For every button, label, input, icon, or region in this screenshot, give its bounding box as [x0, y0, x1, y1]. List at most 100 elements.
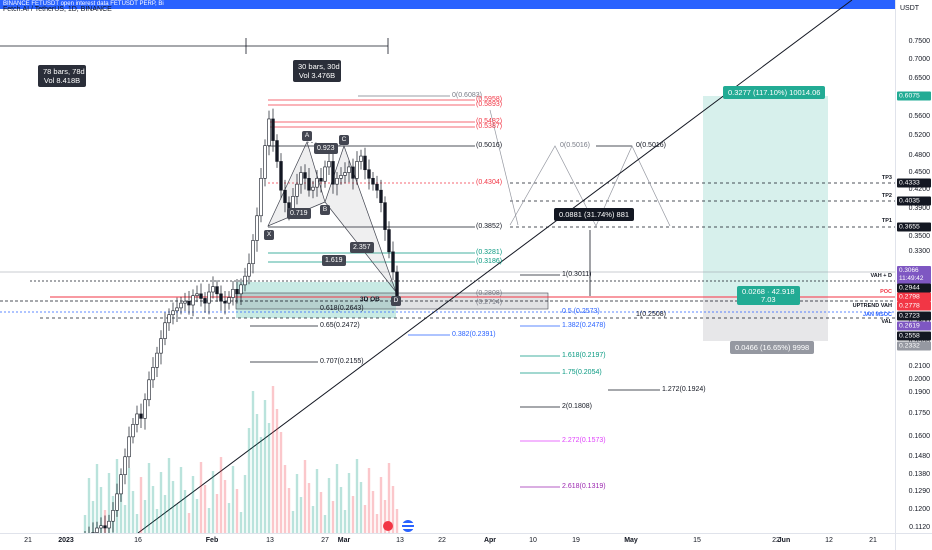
volume-bar [223, 480, 227, 533]
candle[interactable] [167, 308, 171, 331]
candle[interactable] [223, 290, 227, 315]
candle[interactable] [371, 171, 375, 191]
candle[interactable] [91, 522, 95, 533]
candle[interactable] [171, 302, 175, 325]
long-target-zone[interactable] [703, 96, 828, 296]
bar-range-78-note[interactable]: 78 bars, 78d Vol 8.418B [38, 65, 86, 87]
volume-bar [143, 500, 147, 533]
candle[interactable] [347, 160, 351, 183]
candle[interactable] [111, 502, 115, 533]
candle[interactable] [119, 468, 123, 502]
candle[interactable] [295, 173, 299, 205]
pattern-point-d[interactable]: D [391, 296, 401, 306]
volume-bar [295, 474, 299, 533]
candle[interactable] [247, 253, 251, 285]
candle[interactable] [107, 514, 111, 533]
candle[interactable] [323, 160, 327, 188]
candle[interactable] [235, 279, 239, 304]
candle[interactable] [339, 167, 343, 185]
candle[interactable] [359, 149, 363, 170]
candle[interactable] [131, 418, 135, 444]
time-label: 15 [693, 537, 701, 544]
candle[interactable] [187, 290, 191, 315]
long-stop-label[interactable]: 0.0466 (16.65%) 9998 [730, 341, 815, 354]
candle[interactable] [263, 139, 267, 187]
candle[interactable] [355, 151, 359, 185]
candle[interactable] [127, 426, 131, 469]
fib-2391: 0.382(0.2391) [452, 331, 496, 338]
candle[interactable] [303, 164, 307, 190]
candle[interactable] [279, 153, 283, 199]
candle[interactable] [319, 168, 323, 193]
candle[interactable] [139, 403, 143, 428]
candle[interactable] [351, 158, 355, 190]
candle[interactable] [99, 517, 103, 533]
candle[interactable] [231, 280, 235, 306]
price-axis[interactable]: USDT 0.75000.70000.65000.60000.56000.520… [895, 0, 932, 533]
candle[interactable] [363, 147, 367, 180]
candle[interactable] [375, 175, 379, 199]
candle[interactable] [239, 278, 243, 306]
candle[interactable] [327, 153, 331, 175]
candle[interactable] [179, 296, 183, 315]
jan-msoc-label: JAN MSOC [862, 312, 892, 318]
candle[interactable] [243, 267, 247, 292]
candle[interactable] [307, 168, 311, 197]
candle[interactable] [88, 526, 91, 533]
time-label: 10 [529, 537, 537, 544]
candle[interactable] [387, 221, 391, 259]
bar-range-30-note[interactable]: 30 bars, 30d Vol 3.476B [293, 60, 341, 82]
pattern-point-a[interactable]: A [302, 131, 312, 141]
candle[interactable] [115, 483, 119, 517]
candle[interactable] [367, 159, 371, 190]
candle[interactable] [159, 330, 163, 365]
candle[interactable] [379, 179, 383, 213]
candle[interactable] [283, 179, 287, 213]
candle[interactable] [315, 170, 319, 197]
candle[interactable] [255, 207, 259, 252]
candle[interactable] [275, 134, 279, 168]
long-entry-label[interactable]: 0.0268 · 42.918 7.03 [737, 286, 800, 305]
candle[interactable] [95, 521, 99, 533]
pattern-point-x[interactable]: X [264, 230, 274, 240]
candle[interactable] [207, 283, 211, 315]
candle[interactable] [191, 289, 195, 317]
candle[interactable] [251, 234, 255, 274]
candle[interactable] [259, 168, 263, 223]
volume-bar [299, 497, 303, 533]
chart-canvas[interactable] [0, 0, 895, 533]
chart-area[interactable]: Fetch.AI / TetherUS, 1D, BINANCE BINANCE… [0, 0, 895, 533]
candle[interactable] [311, 180, 315, 199]
pattern-point-c[interactable]: C [339, 135, 349, 145]
candle[interactable] [211, 276, 215, 299]
candle[interactable] [163, 312, 167, 346]
candle[interactable] [331, 151, 335, 194]
candle[interactable] [143, 393, 147, 430]
candle[interactable] [183, 292, 187, 312]
candle[interactable] [175, 297, 179, 323]
candle[interactable] [299, 166, 303, 194]
candle[interactable] [123, 448, 127, 485]
candle[interactable] [215, 280, 219, 302]
candle[interactable] [391, 241, 395, 281]
candle[interactable] [383, 196, 387, 241]
pattern-point-b[interactable]: B [320, 205, 330, 215]
candle[interactable] [219, 285, 223, 311]
measure-label[interactable]: 0.0881 (31.74%) 881 [554, 208, 635, 221]
candle[interactable] [343, 162, 347, 184]
candle[interactable] [267, 110, 271, 156]
candle[interactable] [227, 291, 231, 310]
time-axis[interactable]: 21 2023 16 Feb 13 27 Mar 13 22 Apr 10 19 May 15 22 Jun 1… [0, 533, 895, 550]
candle[interactable] [335, 171, 339, 196]
candle[interactable] [147, 371, 151, 407]
candle[interactable] [135, 405, 139, 433]
candle[interactable] [203, 292, 207, 313]
compare-symbol-label[interactable]: BINANCE FETUSDT open interest data FETUS… [0, 0, 895, 9]
candle[interactable] [199, 283, 203, 307]
candle[interactable] [151, 357, 155, 388]
long-target-label[interactable]: 0.3277 (117.10%) 10014.06 [723, 86, 826, 99]
candle[interactable] [103, 515, 107, 533]
candle[interactable] [195, 285, 199, 303]
candle[interactable] [155, 346, 159, 377]
candle[interactable] [271, 108, 275, 152]
